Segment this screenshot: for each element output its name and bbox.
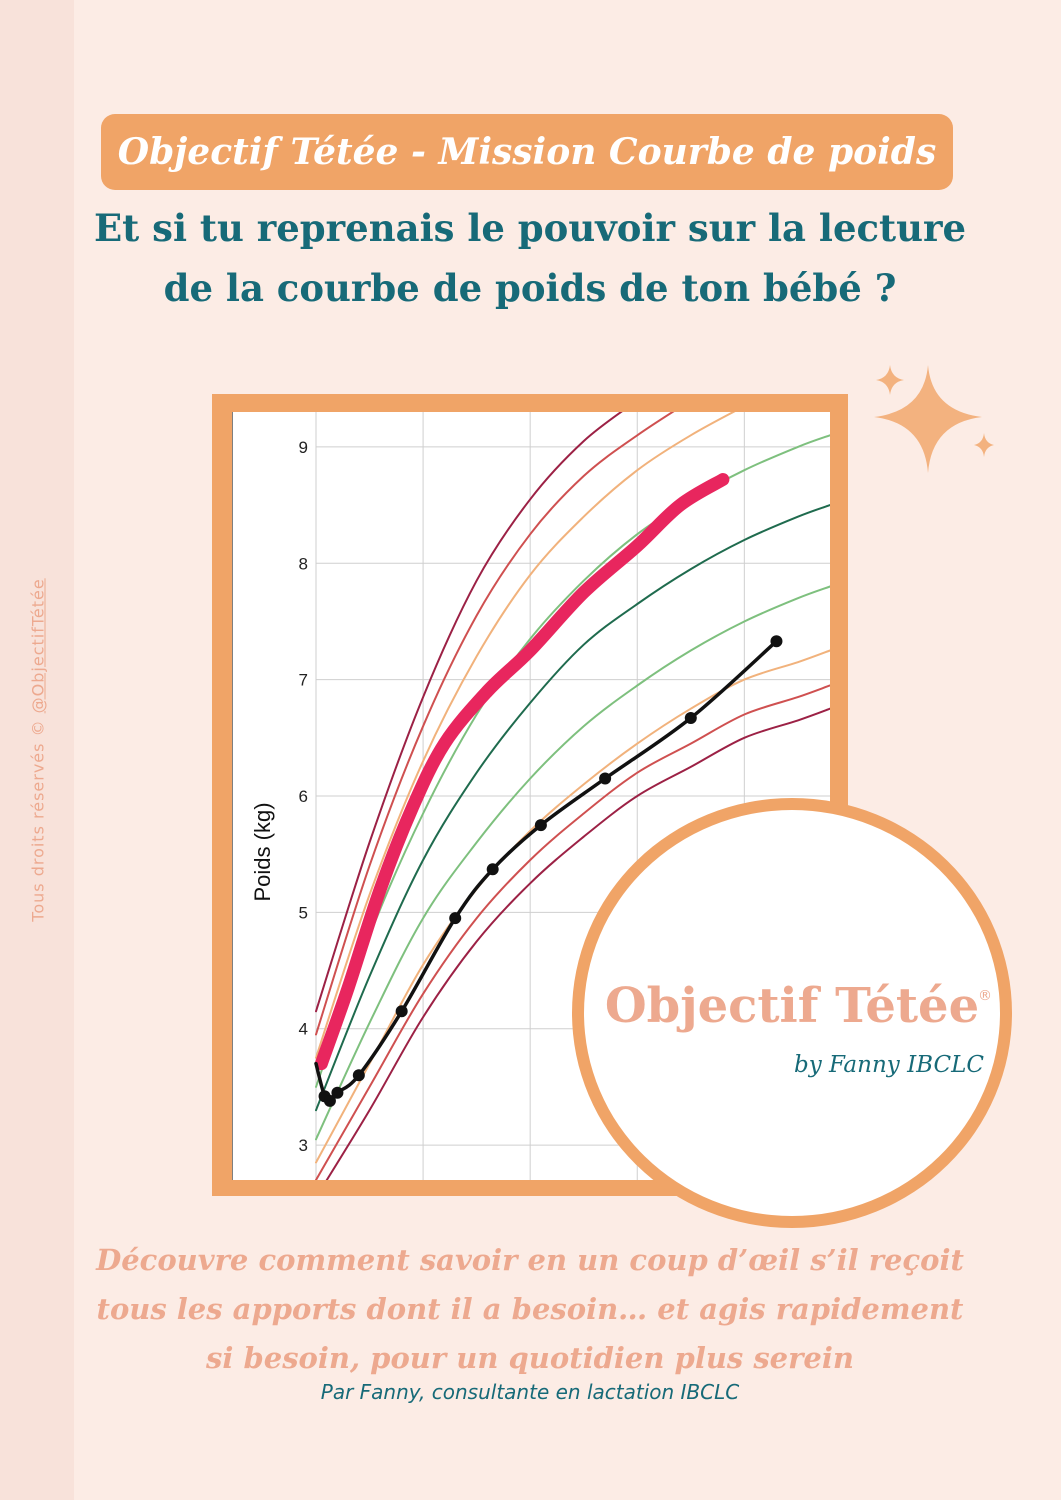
- reference-curve-line: [315, 434, 830, 1088]
- headline-line-2: de la courbe de poids de ton bébé ?: [163, 266, 897, 310]
- y-tick-label: 5: [299, 903, 308, 922]
- sparkles-icon: [874, 365, 994, 473]
- side-strip: Tous droits réservés © @ObjectifTétée: [0, 0, 74, 1500]
- headline-line-1: Et si tu reprenais le pouvoir sur la lec…: [93, 206, 967, 250]
- chart-frame: 3 4 5 6 7 8 9 Poids (kg): [212, 394, 848, 1196]
- brand-logo: Objectif Tétée ® by Fanny IBCLC: [572, 798, 1012, 1228]
- instagram-handle[interactable]: @ObjectifTétée: [28, 578, 48, 714]
- y-tick-label: 3: [299, 1136, 308, 1155]
- author-byline: Par Fanny, consultante en lactation IBCL…: [320, 1380, 740, 1404]
- logo-tagline: by Fanny IBCLC: [794, 1052, 984, 1078]
- reference-curve-line: [315, 412, 675, 1036]
- baby-weight-point: [486, 863, 499, 876]
- reference-curve-line: [315, 649, 830, 1164]
- description-text: Découvre comment savoir en un coup d’œil…: [96, 1243, 964, 1375]
- baby-weight-point: [323, 1094, 336, 1107]
- reference-curve-line: [315, 684, 830, 1180]
- reference-curve-line: [325, 707, 830, 1180]
- y-tick-label: 7: [299, 671, 308, 690]
- y-tick-label: 9: [299, 438, 308, 457]
- registered-mark: ®: [978, 988, 992, 1004]
- logo-wordmark: Objectif Tétée: [604, 978, 980, 1034]
- copyright-notice: Tous droits réservés © @ObjectifTétée: [29, 578, 48, 921]
- copyright-text: Tous droits réservés ©: [28, 719, 48, 922]
- baby-weight-point: [331, 1086, 344, 1099]
- y-tick-label: 6: [299, 787, 308, 806]
- baby-weight-point: [449, 912, 462, 925]
- baby-weight-point: [684, 712, 697, 725]
- y-tick-label: 8: [299, 554, 308, 573]
- weight-chart-svg: 3 4 5 6 7 8 9 Poids (kg): [232, 412, 830, 1180]
- baby-weight-point: [534, 819, 547, 832]
- reference-curve-line: [315, 412, 736, 1059]
- title-banner: Objectif Tétée - Mission Courbe de poids: [101, 114, 953, 190]
- baby-weight-point: [770, 635, 783, 648]
- baby-weight-point: [599, 772, 612, 785]
- y-axis-label: Poids (kg): [250, 802, 275, 901]
- page-title: Objectif Tétée - Mission Courbe de poids: [117, 131, 937, 173]
- reference-curve-line: [315, 585, 830, 1141]
- highlight-curve-line: [314, 473, 730, 1071]
- y-tick-label: 4: [299, 1020, 308, 1039]
- baby-weight-point: [352, 1069, 365, 1082]
- reference-curve-line: [315, 504, 830, 1112]
- baby-weight-point: [395, 1005, 408, 1018]
- headline: Et si tu reprenais le pouvoir sur la lec…: [80, 198, 980, 318]
- reference-curve-line: [315, 412, 623, 1013]
